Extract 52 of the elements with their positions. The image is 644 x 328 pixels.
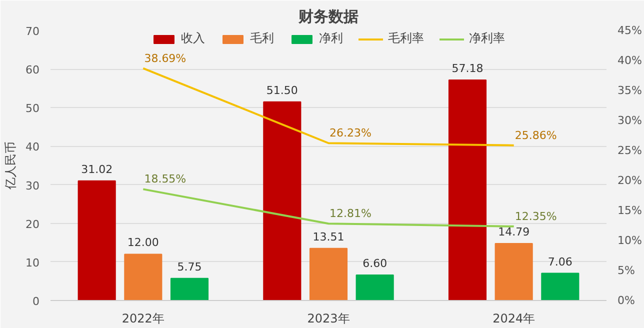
- y2-tick-label: 15%: [618, 204, 642, 217]
- y-tick-label: 70: [26, 25, 40, 38]
- data-label: 38.69%: [144, 52, 186, 65]
- bar: [170, 278, 209, 300]
- data-label: 57.18: [452, 62, 484, 75]
- bar: [78, 180, 116, 300]
- y2-tick-label: 35%: [618, 84, 642, 97]
- bar: [263, 101, 302, 300]
- data-label: 12.35%: [514, 210, 557, 223]
- y2-tick-label: 40%: [618, 54, 642, 67]
- y2-tick-label: 25%: [618, 144, 642, 157]
- y2-tick-label: 0%: [618, 294, 635, 307]
- data-label: 18.55%: [144, 172, 186, 186]
- x-tick-label: 2023年: [307, 312, 350, 326]
- data-label: 7.06: [548, 255, 572, 268]
- y-tick-label: 20: [26, 218, 40, 231]
- y2-tick-label: 10%: [618, 234, 642, 247]
- bar: [124, 254, 162, 300]
- data-label: 14.79: [498, 225, 530, 238]
- bar: [309, 248, 348, 300]
- y-tick-label: 30: [26, 179, 40, 192]
- data-label: 5.75: [177, 260, 202, 274]
- bar: [541, 272, 580, 300]
- chart-title: 财务数据: [298, 8, 358, 26]
- legend-label: 净利: [319, 30, 343, 47]
- y-tick-label: 40: [26, 140, 40, 154]
- y-tick-label: 50: [26, 102, 40, 116]
- y2-tick-label: 5%: [618, 264, 635, 277]
- data-label: 12.81%: [330, 207, 372, 220]
- y-tick-label: 10: [26, 256, 40, 270]
- data-label: 26.23%: [330, 126, 372, 140]
- bar: [448, 79, 487, 300]
- data-label: 25.86%: [514, 128, 557, 142]
- y-tick-label: 0: [32, 295, 40, 308]
- x-tick-label: 2024年: [492, 312, 536, 326]
- y2-tick-label: 20%: [618, 174, 642, 187]
- x-tick-label: 2022年: [122, 312, 164, 326]
- data-label: 51.50: [266, 84, 298, 97]
- data-label: 12.00: [127, 236, 159, 250]
- legend-label: 毛利率: [388, 30, 424, 47]
- y-tick-label: 60: [26, 64, 40, 77]
- legend-label: 收入: [181, 30, 205, 47]
- y2-tick-label: 45%: [618, 24, 642, 37]
- data-label: 6.60: [362, 257, 388, 270]
- data-label: 31.02: [81, 162, 113, 176]
- legend-label: 毛利: [250, 30, 274, 47]
- bar: [356, 274, 394, 300]
- y-axis-title: 亿人民币: [4, 142, 18, 190]
- data-label: 13.51: [312, 230, 344, 244]
- legend-label: 净利率: [469, 30, 505, 47]
- bar: [494, 242, 533, 300]
- y2-tick-label: 30%: [618, 114, 642, 127]
